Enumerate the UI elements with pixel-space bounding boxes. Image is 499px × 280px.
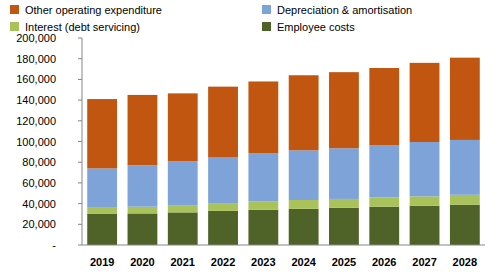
x-axis — [82, 245, 485, 246]
legend-label: Interest (debt servicing) — [25, 21, 140, 33]
category-label: 2024 — [291, 256, 316, 268]
category-label: 2026 — [372, 256, 396, 268]
tick-mark — [78, 100, 82, 101]
category-label: 2022 — [211, 256, 235, 268]
legend-label: Employee costs — [277, 21, 355, 33]
category-label: 2028 — [453, 256, 477, 268]
tick-label: 160,000 — [16, 73, 56, 85]
bar-segment — [248, 202, 278, 210]
bar-segment — [128, 207, 158, 214]
bar-segment — [128, 165, 158, 206]
bar-segment — [168, 212, 198, 245]
tick-mark — [78, 38, 82, 39]
tick-mark — [78, 203, 82, 204]
bar-segment — [289, 200, 319, 209]
category-label: 2019 — [90, 256, 114, 268]
bar-segment — [329, 72, 359, 148]
tick-label: - — [52, 239, 56, 251]
tick-mark — [78, 162, 82, 163]
category-label: 2020 — [130, 256, 154, 268]
y-axis — [82, 38, 83, 245]
bar-segment — [329, 208, 359, 245]
tick-mark — [78, 182, 82, 183]
category-label: 2021 — [171, 256, 195, 268]
bar-segment — [410, 142, 440, 196]
tick-mark — [78, 224, 82, 225]
bar-segment — [450, 58, 480, 140]
legend-swatch — [262, 22, 271, 31]
bar-segment — [87, 99, 117, 168]
tick-label: 40,000 — [22, 198, 56, 210]
bar-segment — [369, 145, 399, 197]
bar-segment — [329, 148, 359, 199]
tick-label: 120,000 — [16, 115, 56, 127]
bar-segment — [208, 158, 238, 204]
bar-segment — [128, 213, 158, 245]
bar-segment — [168, 161, 198, 205]
bar-segment — [87, 214, 117, 245]
legend-swatch — [262, 5, 271, 14]
category-label: 2023 — [251, 256, 275, 268]
category-label: 2025 — [332, 256, 356, 268]
bar-segment — [289, 75, 319, 150]
tick-label: 100,000 — [16, 136, 56, 148]
tick-mark — [78, 245, 82, 246]
tick-mark — [78, 120, 82, 121]
bar-segment — [87, 208, 117, 214]
bar-segment — [208, 203, 238, 211]
bar-segment — [369, 207, 399, 245]
bar-segment — [208, 87, 238, 158]
tick-mark — [78, 141, 82, 142]
category-label: 2027 — [412, 256, 436, 268]
bar-segment — [168, 205, 198, 212]
tick-label: 80,000 — [22, 156, 56, 168]
bar-segment — [410, 63, 440, 142]
tick-label: 140,000 — [16, 94, 56, 106]
legend-label: Depreciation & amortisation — [277, 4, 412, 16]
tick-label: 60,000 — [22, 177, 56, 189]
bar-segment — [450, 195, 480, 205]
bar-segment — [450, 205, 480, 245]
tick-mark — [78, 58, 82, 59]
bar-segment — [450, 140, 480, 195]
bar-segment — [128, 95, 158, 165]
bar-segment — [289, 209, 319, 245]
bar-segment — [369, 197, 399, 206]
bar-segment — [289, 150, 319, 200]
chart: - 20,000 40,000 60,000 80,000 100,000 120,000 1… — [0, 0, 499, 280]
legend-swatch — [10, 5, 19, 14]
bar-segment — [410, 206, 440, 245]
bar-segment — [369, 68, 399, 145]
bar-segment — [248, 81, 278, 153]
tick-label: 20,000 — [22, 218, 56, 230]
tick-mark — [78, 79, 82, 80]
bar-segment — [410, 196, 440, 205]
bars — [87, 58, 480, 245]
bar-segment — [329, 199, 359, 208]
legend-swatch — [10, 22, 19, 31]
bar-segment — [208, 211, 238, 245]
bar-segment — [248, 210, 278, 245]
legend-label: Other operating expenditure — [25, 4, 162, 16]
tick-label: 200,000 — [16, 32, 56, 44]
tick-label: 180,000 — [16, 53, 56, 65]
bar-segment — [168, 93, 198, 161]
bar-segment — [87, 168, 117, 207]
bar-segment — [248, 153, 278, 201]
